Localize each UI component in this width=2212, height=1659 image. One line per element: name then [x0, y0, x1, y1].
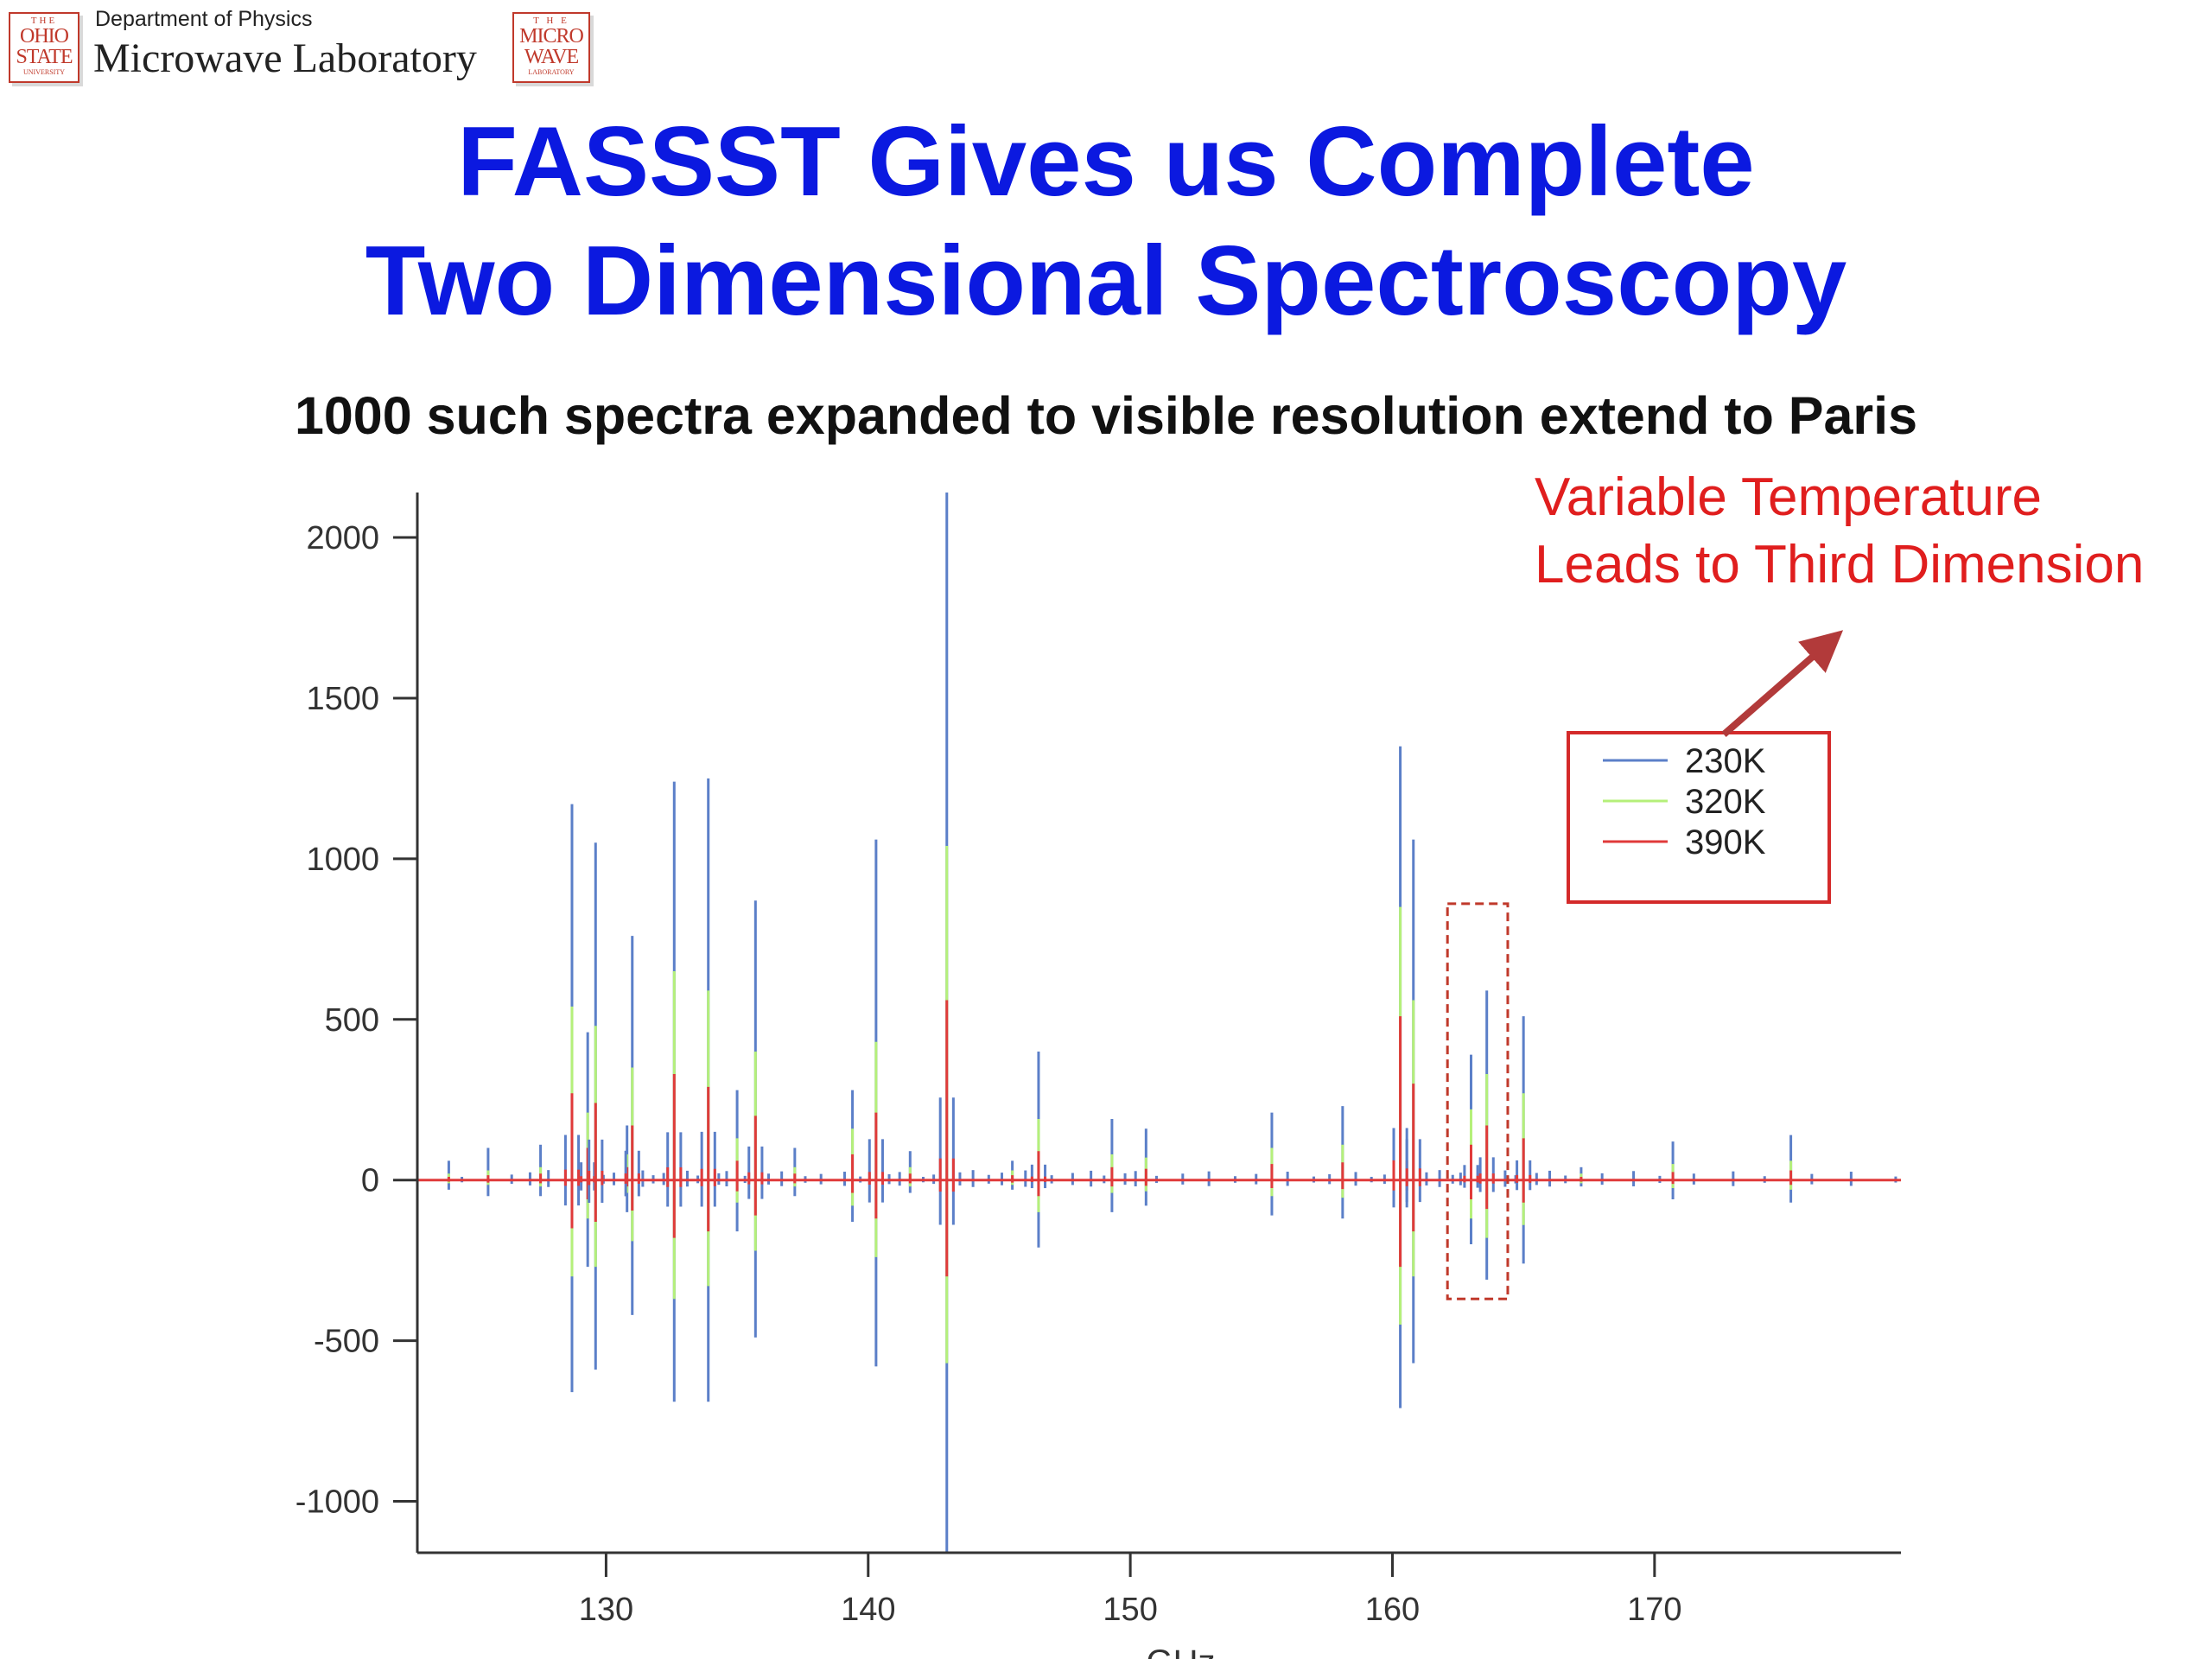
slide-title-line-2: Two Dimensional Spectroscopy — [365, 226, 1847, 336]
department-name: Department of Physics — [95, 7, 313, 31]
annotation-line-2: Leads to Third Dimension — [1535, 535, 2145, 594]
x-tick-label: 170 — [1627, 1592, 1681, 1628]
y-tick-label: 1500 — [306, 681, 379, 717]
logo-text-university: UNIVERSITY — [23, 68, 65, 76]
logo-text-state: STATE — [16, 46, 73, 68]
y-tick-label: -1000 — [296, 1484, 379, 1521]
x-axis-ticks: 130 140 150 160 170 — [579, 1553, 1682, 1628]
logo-text-ohio: OHIO — [20, 25, 69, 48]
annotation-line-1: Variable Temperature — [1535, 467, 2043, 527]
legend-label-390k: 390K — [1685, 823, 1766, 861]
y-tick-label: 500 — [325, 1002, 379, 1039]
x-tick-label: 150 — [1103, 1592, 1157, 1628]
x-tick-label: 140 — [841, 1592, 895, 1628]
highlight-box — [1446, 902, 1510, 1300]
annotation-arrow — [1721, 630, 1844, 738]
logo-text-the: THE — [30, 16, 58, 26]
ohio-state-logo: THE OHIO STATE UNIVERSITY — [9, 12, 79, 83]
y-tick-label: 0 — [361, 1163, 379, 1199]
y-tick-label: -500 — [314, 1324, 379, 1360]
x-axis-title: GHz — [1147, 1643, 1216, 1659]
logo-text-laboratory: LABORATORY — [528, 68, 575, 76]
slide-subtitle: 1000 such spectra expanded to visible re… — [294, 386, 1918, 445]
logo-text-wave: WAVE — [524, 46, 579, 68]
lab-name: Microwave Laboratory — [93, 35, 477, 81]
microwave-lab-logo: T H E MICRO WAVE LABORATORY — [512, 12, 590, 83]
legend-label-320k: 320K — [1685, 783, 1766, 821]
logo-text-the-2: T H E — [533, 16, 569, 26]
legend-label-230k: 230K — [1685, 742, 1766, 780]
x-tick-label: 160 — [1365, 1592, 1420, 1628]
y-tick-label: 2000 — [306, 520, 379, 556]
x-tick-label: 130 — [579, 1592, 633, 1628]
spectral-lines — [447, 493, 1897, 1553]
slide-title-line-1: FASSST Gives us Complete — [457, 107, 1755, 217]
logo-text-micro: MICRO — [519, 25, 584, 48]
y-tick-label: 1000 — [306, 842, 379, 878]
y-axis-ticks: -1000 -500 0 500 1000 1500 2000 — [296, 520, 417, 1521]
